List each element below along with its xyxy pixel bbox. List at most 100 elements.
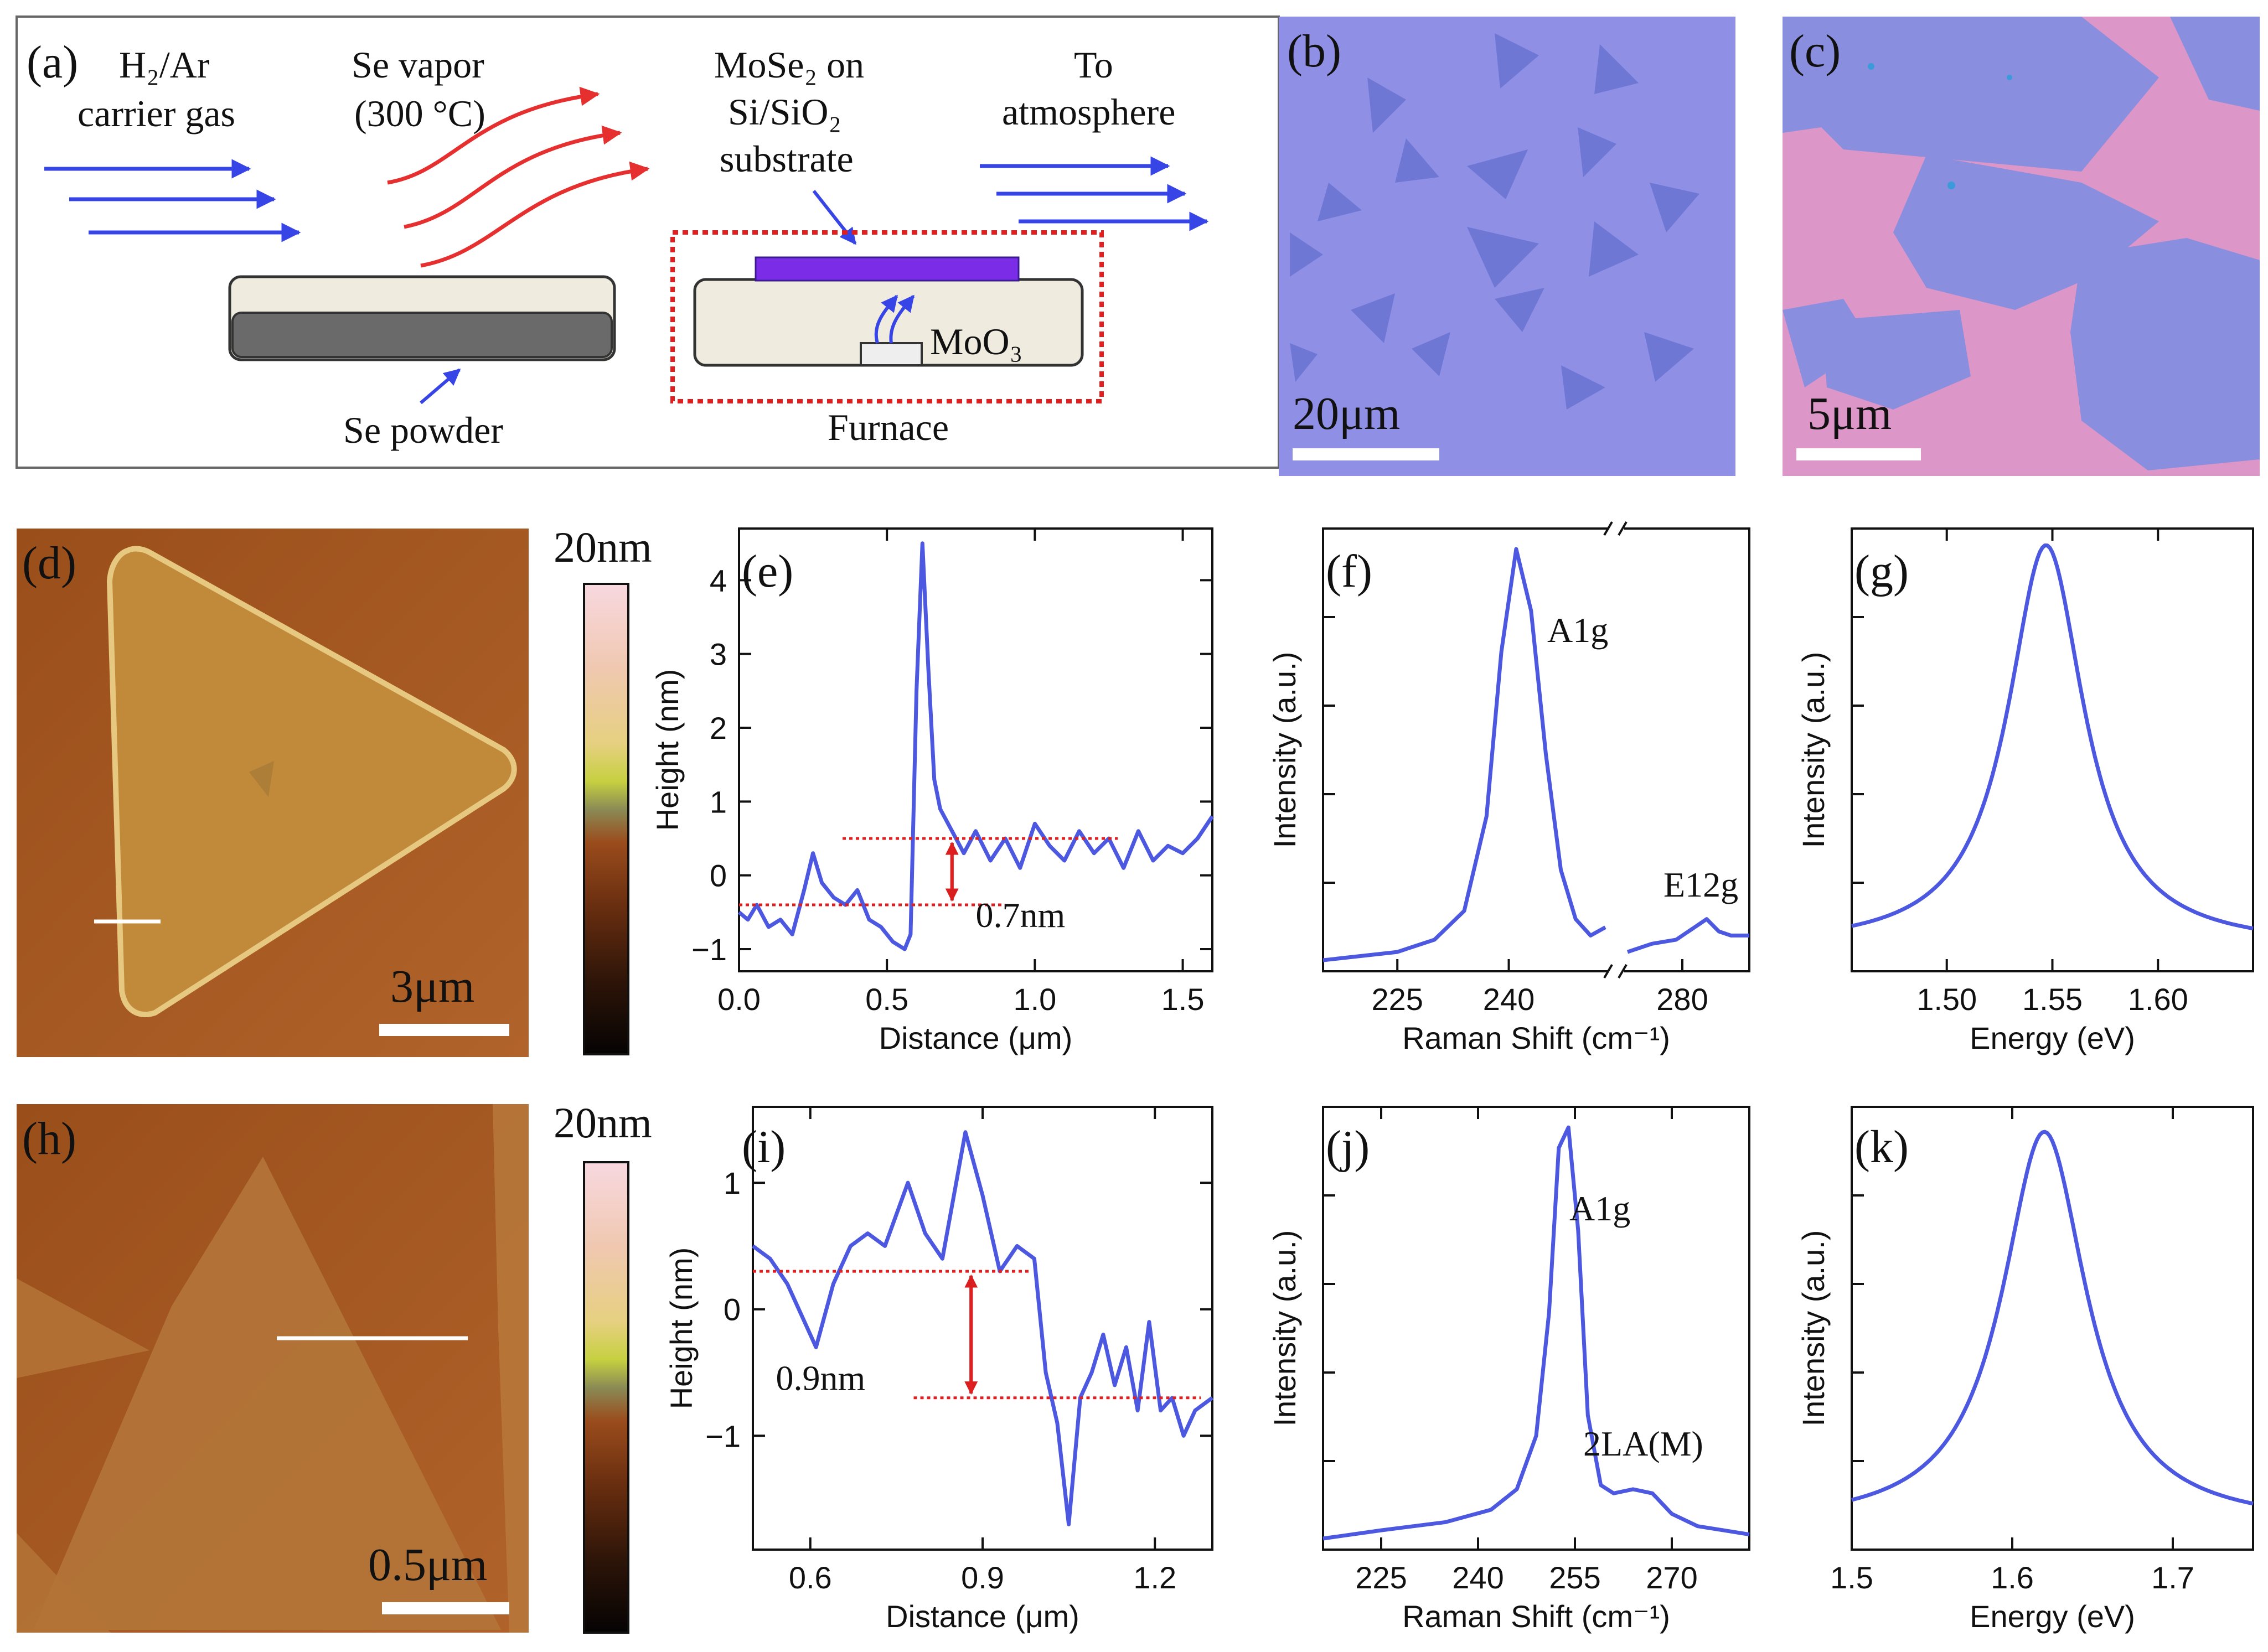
se-powder-label: Se powder — [343, 409, 503, 451]
y-tick-label: −1 — [705, 1418, 741, 1453]
moo3-label: MoO₃ — [930, 320, 1022, 362]
y-tick-label: 1 — [710, 784, 727, 819]
x-tick-label: 1.60 — [2128, 982, 2188, 1017]
panel-i-chart: (i) 0.6 0.9 1.2 −1 0 1 Distance (μm) Height (nm… — [664, 1106, 1214, 1634]
scale-bar-b — [1293, 448, 1439, 460]
scale-label-h: 0.5μm — [368, 1539, 487, 1591]
peak-label-e12g: E12g — [1663, 865, 1738, 904]
substrate-label-line3: substrate — [720, 138, 854, 180]
afm-triangle-flake-h — [33, 1157, 501, 1630]
scale-label-d: 3μm — [390, 961, 474, 1012]
se-vapor-arrows — [387, 86, 650, 268]
substrate-label-line1: MoSe₂ on — [714, 44, 864, 86]
furnace: MoO₃ — [670, 230, 1104, 403]
y-axis-label: Height (nm) — [650, 669, 685, 831]
x-tick-label: 255 — [1549, 1560, 1600, 1595]
panel-j-label: (j) — [1326, 1121, 1370, 1173]
x-tick-label: 240 — [1452, 1560, 1504, 1595]
carrier-gas-arrows — [44, 159, 301, 242]
x-axis-label: Raman Shift (cm⁻¹) — [1402, 1599, 1670, 1634]
y-axis-label: Intensity (a.u.) — [1267, 1230, 1302, 1427]
colorbar-max-h: 20nm — [554, 1099, 652, 1147]
x-tick-label: 1.5 — [1161, 982, 1205, 1017]
y-tick-label: −1 — [691, 932, 727, 967]
panel-c-optical-image: (c) 5μm — [1783, 17, 2260, 476]
flake-regions — [1783, 17, 2260, 470]
axes-frame — [738, 527, 1213, 972]
panel-k-chart: (k) 1.5 1.6 1.7 Energy (eV) Intensity (a.u.) — [1796, 1106, 2254, 1634]
x-axis-label: Distance (μm) — [879, 1021, 1073, 1055]
panel-h-label: (h) — [22, 1113, 76, 1164]
scale-bar-d — [379, 1024, 509, 1036]
panel-b-optical-image: (b) 20μm — [1279, 17, 1735, 476]
raman-spectrum-tail — [1626, 917, 1749, 954]
peak-label-a1g: A1g — [1569, 1189, 1630, 1228]
scale-label-c: 5μm — [1807, 388, 1892, 439]
panel-c-label: (c) — [1789, 25, 1841, 77]
se-powder-pointer — [420, 368, 461, 405]
panel-e-label: (e) — [742, 546, 793, 597]
x-axis-label: Energy (eV) — [1970, 1599, 2135, 1634]
scale-bar-h — [382, 1602, 509, 1614]
x-tick-label: 1.7 — [2151, 1560, 2194, 1595]
height-profile-line — [737, 541, 1214, 951]
peak-label-2la: 2LA(M) — [1583, 1424, 1703, 1463]
raman-spectrum — [1322, 1125, 1750, 1541]
x-tick-label: 1.50 — [1916, 982, 1977, 1017]
x-tick-label: 1.2 — [1133, 1560, 1176, 1595]
raman-spectrum-main — [1322, 547, 1606, 962]
panel-a-label: (a) — [27, 37, 78, 88]
y-axis-label: Intensity (a.u.) — [1267, 652, 1302, 848]
x-tick-label: 0.0 — [717, 982, 761, 1017]
y-tick-label: 2 — [710, 711, 727, 745]
x-axis-label: Distance (μm) — [886, 1599, 1079, 1634]
axes-frame — [1322, 527, 1750, 972]
scale-label-b: 20μm — [1293, 388, 1400, 439]
axes-frame — [1322, 1106, 1750, 1551]
panel-g-chart: (g) 1.50 1.55 1.60 Energy (eV) Intensity (a.… — [1796, 527, 2254, 1055]
panel-h-afm-image: (h) 0.5μm — [17, 1104, 529, 1633]
x-tick-label: 0.6 — [789, 1560, 832, 1595]
y-axis-label: Intensity (a.u.) — [1796, 652, 1831, 848]
x-tick-label: 280 — [1656, 982, 1708, 1017]
panel-a-schematic: (a) H₂/Ar carrier gas Se vapor (300 °C) … — [16, 15, 1280, 469]
carrier-gas-label: H₂/Ar — [119, 44, 210, 86]
colorbar-max-d: 20nm — [554, 523, 652, 571]
substrate-label-line2: Si/SiO₂ — [728, 91, 841, 133]
step-height-label: 0.7nm — [976, 895, 1066, 935]
y-axis-label: Height (nm) — [664, 1247, 699, 1410]
se-boat — [228, 275, 616, 361]
panel-b-label: (b) — [1287, 25, 1341, 77]
x-tick-label: 1.5 — [1830, 1560, 1873, 1595]
furnace-label: Furnace — [828, 406, 949, 448]
x-tick-label: 270 — [1646, 1560, 1697, 1595]
se-vapor-temp: (300 °C) — [354, 92, 485, 134]
panel-i-label: (i) — [742, 1121, 786, 1173]
panel-k-label: (k) — [1854, 1121, 1909, 1173]
carrier-gas-label-line2: carrier gas — [78, 92, 235, 134]
panel-d-label: (d) — [22, 537, 76, 589]
substrate-pointer — [812, 190, 857, 245]
colorbar-h: 20nm — [554, 1099, 652, 1634]
scale-bar-c — [1796, 448, 1921, 460]
exhaust-label-line1: To — [1074, 44, 1113, 86]
x-axis-label: Energy (eV) — [1970, 1021, 2135, 1055]
exhaust-arrows — [980, 156, 1209, 231]
x-axis-label: Raman Shift (cm⁻¹) — [1402, 1021, 1670, 1055]
y-tick-label: 0 — [710, 858, 727, 893]
x-tick-label: 1.0 — [1013, 982, 1056, 1017]
x-tick-label: 1.55 — [2022, 982, 2083, 1017]
height-profile-line — [751, 1130, 1214, 1526]
peak-label-a1g: A1g — [1547, 610, 1608, 650]
x-tick-label: 225 — [1371, 982, 1423, 1017]
panel-f-chart: (f) 225 240 280 Raman Shift (cm⁻¹) Intensity… — [1267, 521, 1750, 1055]
x-tick-label: 225 — [1355, 1560, 1407, 1595]
panel-j-chart: (j) 225 240 255 270 Raman Shift (cm⁻¹) Intens… — [1267, 1106, 1750, 1634]
colorbar-d: 20nm — [554, 523, 652, 1055]
exhaust-label-line2: atmosphere — [1002, 91, 1175, 133]
x-tick-label: 0.9 — [961, 1560, 1004, 1595]
panel-g-label: (g) — [1854, 546, 1909, 597]
axes-frame — [1851, 1106, 2254, 1551]
step-height-label: 0.9nm — [776, 1358, 866, 1397]
panel-d-afm-image: (d) 3μm — [17, 529, 529, 1057]
